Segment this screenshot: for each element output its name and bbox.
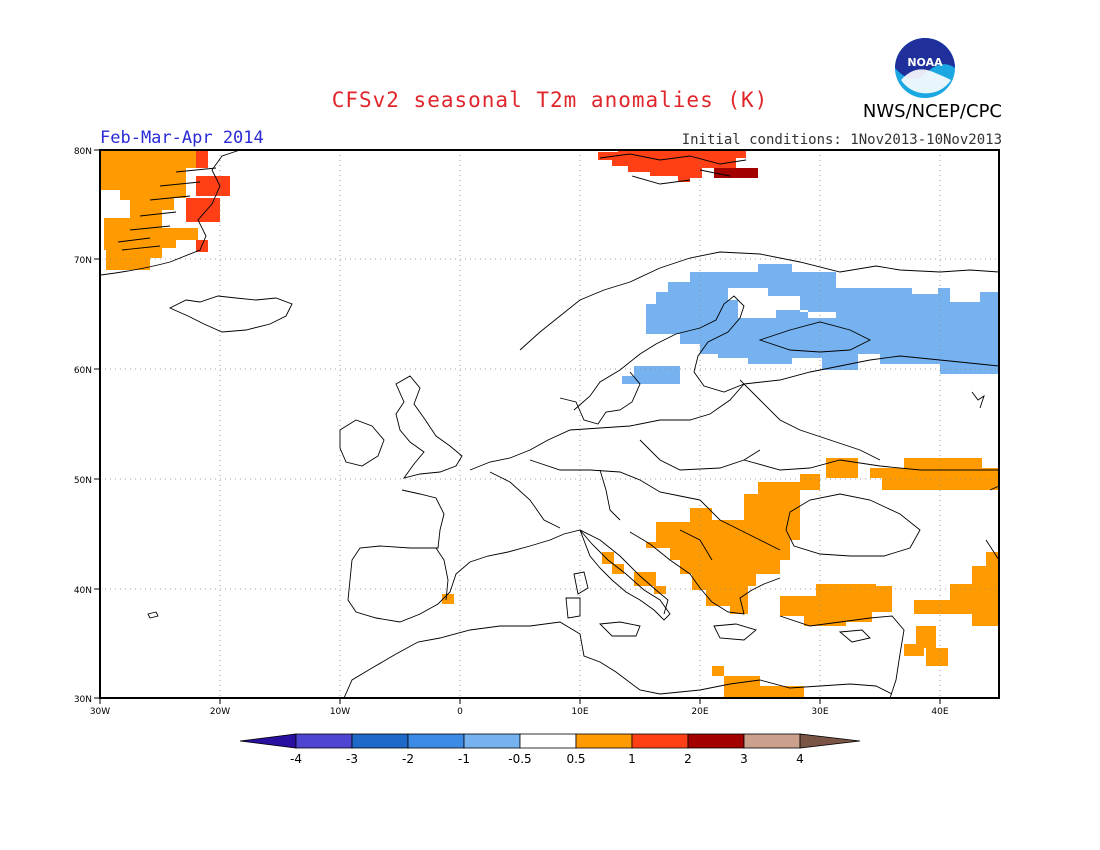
colorbar-cell-3 <box>407 733 465 749</box>
anomaly-region-greenland <box>101 150 198 270</box>
colorbar-tick-label: 1 <box>628 752 636 766</box>
colorbar-cell-5 <box>519 733 577 749</box>
anomaly-region-turkey <box>780 584 892 626</box>
colorbar-cell-9 <box>743 733 801 749</box>
x-tick-30e: 30E <box>811 707 828 717</box>
y-tick-40n: 40N <box>74 586 92 596</box>
colorbar-cell-0 <box>239 733 297 749</box>
x-tick-10w: 10W <box>330 707 350 717</box>
anomaly-region-balkans <box>646 474 820 614</box>
colorbar-cell-4 <box>463 733 521 749</box>
anomaly-region-balkans-gap <box>714 496 744 520</box>
anomaly-region-greenland-red <box>186 150 230 252</box>
x-tick-20e: 20E <box>691 707 708 717</box>
colorbar-cell-7 <box>631 733 689 749</box>
colorbar-tick-label: -0.5 <box>508 752 531 766</box>
initial-conditions-label: Initial conditions: 1Nov2013-10Nov2013 <box>681 132 1002 148</box>
colorbar: -4 -3 -2 -1 -0.5 0.5 1 2 3 4 <box>239 733 861 766</box>
x-tick-0: 0 <box>457 707 463 717</box>
anomaly-region-scandinavia-russia <box>646 264 999 374</box>
noaa-logo: NOAA <box>895 38 955 98</box>
anomaly-region-small-spots <box>442 552 948 698</box>
map-gridlines <box>100 150 1000 698</box>
agency-label: NWS/NCEP/CPC <box>862 101 1002 122</box>
anomaly-region-turkey-east <box>914 552 999 626</box>
anomaly-region-sweden-south <box>622 366 680 384</box>
anomaly-region-ukraine <box>826 458 999 490</box>
colorbar-tick-label: 0.5 <box>566 752 585 766</box>
colorbar-cell-2 <box>351 733 409 749</box>
x-tick-20w: 20W <box>210 707 230 717</box>
x-tick-10e: 10E <box>571 707 588 717</box>
colorbar-tick-label: 4 <box>796 752 804 766</box>
y-tick-80n: 80N <box>74 147 92 157</box>
y-tick-50n: 50N <box>74 476 92 486</box>
map-title: CFSv2 seasonal T2m anomalies (K) <box>331 88 769 112</box>
y-tick-60n: 60N <box>74 366 92 376</box>
x-tick-30w: 30W <box>90 707 110 717</box>
colorbar-cell-10 <box>799 733 861 749</box>
colorbar-tick-label: -3 <box>346 752 358 766</box>
x-tick-40e: 40E <box>931 707 948 717</box>
colorbar-cell-6 <box>575 733 633 749</box>
x-tick-labels: 30W 20W 10W 0 10E 20E 30E 40E <box>90 707 949 717</box>
y-tick-70n: 70N <box>74 256 92 266</box>
colorbar-tick-label: -1 <box>458 752 470 766</box>
coastlines <box>100 149 1000 699</box>
colorbar-tick-label: -4 <box>290 752 302 766</box>
colorbar-cell-1 <box>295 733 353 749</box>
y-tick-labels: 30N 40N 50N 60N 70N 80N <box>74 147 92 705</box>
axis-ticks <box>94 149 941 704</box>
season-label: Feb-Mar-Apr 2014 <box>100 128 264 148</box>
colorbar-tick-label: 2 <box>684 752 692 766</box>
colorbar-tick-label: -2 <box>402 752 414 766</box>
colorbar-tick-label: 3 <box>740 752 748 766</box>
svg-text:NOAA: NOAA <box>907 56 943 69</box>
anomaly-fields <box>101 150 999 698</box>
colorbar-cell-8 <box>687 733 745 749</box>
anomaly-region-svalbard <box>598 150 746 182</box>
anomaly-region-svalbard-dark <box>714 168 758 178</box>
anomaly-region-finland-white-gap <box>728 288 836 318</box>
y-tick-30n: 30N <box>74 695 92 705</box>
map-frame <box>99 149 1000 699</box>
